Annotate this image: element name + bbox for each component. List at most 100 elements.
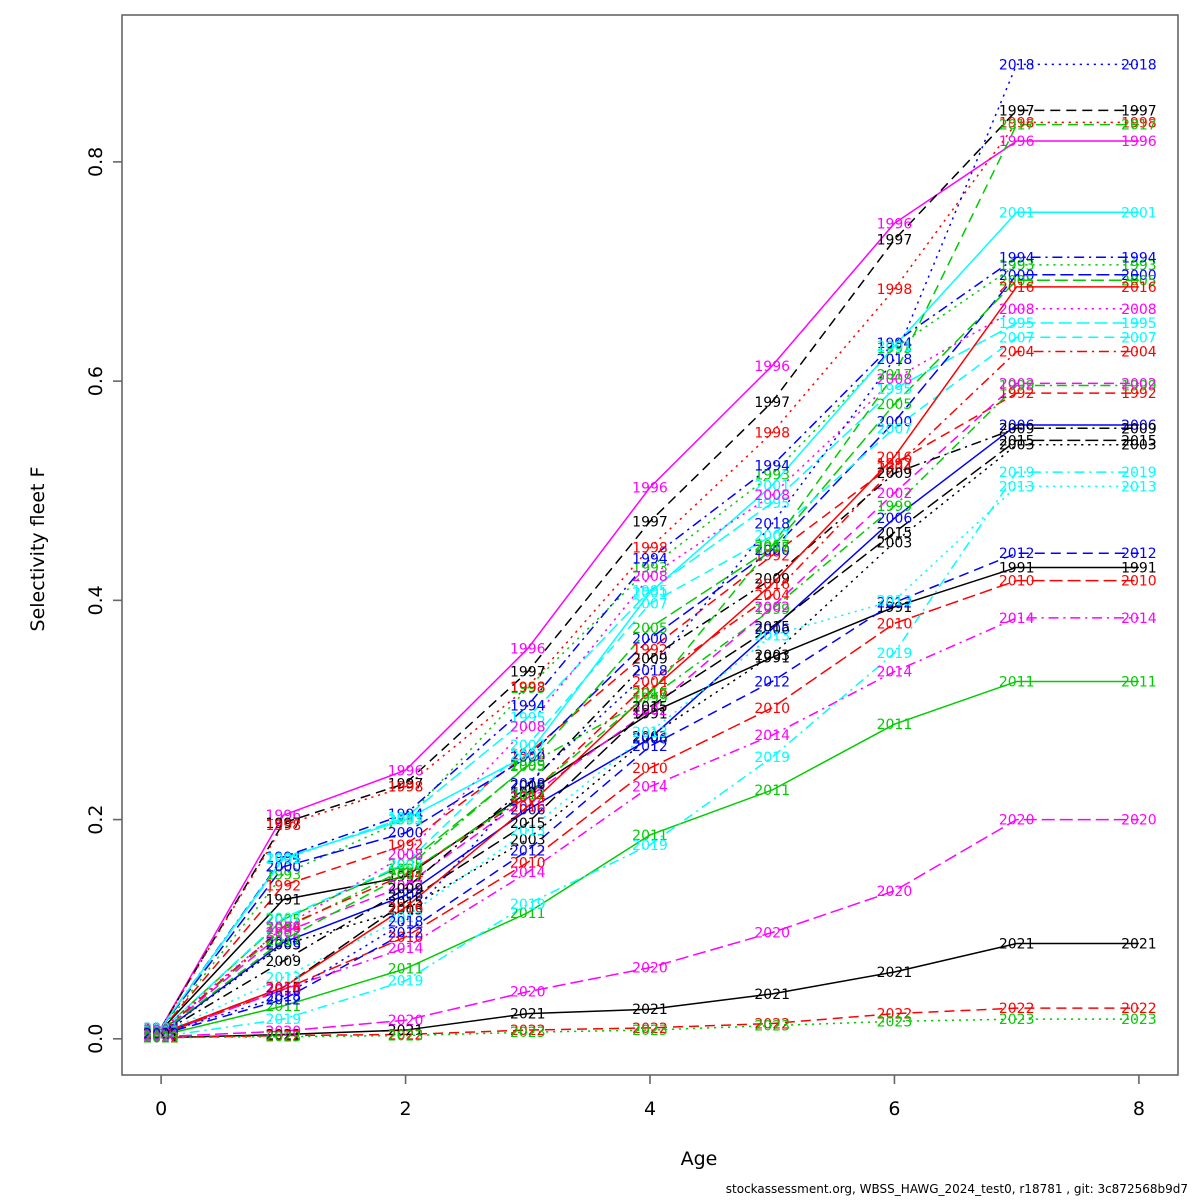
point-label-1996-age7: 1996: [999, 134, 1035, 150]
point-label-2007-age3: 2007: [510, 738, 546, 754]
point-label-2015-age1: 2015: [266, 980, 302, 996]
point-label-2005-age2: 2005: [388, 858, 424, 874]
point-label-2003-age7: 2003: [999, 438, 1035, 454]
point-label-2014-age2: 2014: [388, 941, 424, 957]
point-label-2011-age8: 2011: [1121, 674, 1157, 690]
point-label-2016-age8: 2016: [1121, 280, 1157, 296]
point-label-1995-age0: 1995: [143, 1021, 179, 1037]
point-label-1993-age0: 1993: [143, 1023, 179, 1039]
point-label-2001-age3: 2001: [510, 748, 546, 764]
point-label-2007-age0: 2007: [143, 1024, 179, 1040]
point-label-2012-age4: 2012: [632, 739, 668, 755]
point-label-2017-age6: 2017: [877, 368, 913, 384]
point-label-2016-age1: 2016: [266, 980, 302, 996]
series-line-2020: [161, 818, 1139, 1038]
point-label-2012-age6: 2012: [877, 596, 913, 612]
point-label-2012-age7: 2012: [999, 546, 1035, 562]
point-label-2003-age3: 2003: [510, 832, 546, 848]
point-label-1994-age2: 1994: [388, 807, 424, 823]
point-label-2000-age7: 2000: [999, 268, 1035, 284]
point-label-2005-age7: 2005: [999, 273, 1035, 289]
point-label-2009-age5: 2009: [754, 571, 790, 587]
point-label-1996-age4: 1996: [632, 480, 668, 496]
point-label-2010-age6: 2010: [877, 616, 913, 632]
point-label-2019-age2: 2019: [388, 974, 424, 990]
point-label-1998-age8: 1998: [1121, 115, 1157, 131]
point-label-2021-age2: 2021: [388, 1023, 424, 1039]
y-tick-label: 0.0: [85, 1024, 107, 1054]
point-label-1995-age1: 1995: [266, 852, 302, 868]
point-label-2001-age2: 2001: [388, 813, 424, 829]
point-label-1994-age1: 1994: [266, 850, 302, 866]
point-label-2009-age7: 2009: [999, 421, 1035, 437]
point-label-2008-age4: 2008: [632, 569, 668, 585]
point-label-2005-age6: 2005: [877, 397, 913, 413]
x-axis-title: Age: [0, 1148, 1200, 1170]
series-line-1998: [160, 121, 1139, 1029]
point-label-2004-age8: 2004: [1121, 345, 1157, 361]
point-label-2007-age6: 2007: [877, 421, 913, 437]
series-line-2011: [160, 680, 1139, 1037]
point-label-1999-age0: 1999: [143, 1025, 179, 1041]
x-tick-label: 0: [155, 1098, 167, 1120]
point-label-2022-age3: 2022: [510, 1023, 546, 1039]
point-label-2001-age0: 2001: [143, 1021, 179, 1037]
point-label-2021-age4: 2021: [632, 1002, 668, 1018]
point-label-1995-age5: 1995: [754, 496, 790, 512]
point-label-2001-age6: 2001: [877, 339, 913, 355]
point-label-1994-age8: 1994: [1121, 250, 1157, 266]
point-label-2017-age3: 2017: [510, 787, 546, 803]
series-line-1996: [160, 140, 1139, 1029]
point-label-2022-age0: 2022: [143, 1031, 179, 1047]
point-label-1998-age6: 1998: [877, 282, 913, 298]
point-label-2010-age2: 2010: [388, 930, 424, 946]
point-label-2003-age1: 2003: [266, 938, 302, 954]
point-label-1995-age6: 1995: [877, 382, 913, 398]
point-label-2011-age1: 2011: [266, 999, 302, 1015]
point-label-2005-age0: 2005: [143, 1024, 179, 1040]
point-label-2007-age4: 2007: [632, 597, 668, 613]
point-label-2018-age6: 2018: [877, 352, 913, 368]
point-label-2011-age7: 2011: [999, 674, 1035, 690]
point-label-1997-age1: 1997: [266, 816, 302, 832]
point-label-1999-age6: 1999: [877, 499, 913, 515]
point-label-1995-age7: 1995: [999, 316, 1035, 332]
point-label-1996-age2: 1996: [388, 763, 424, 779]
point-label-2003-age5: 2003: [754, 648, 790, 664]
point-label-1995-age2: 1995: [388, 810, 424, 826]
point-label-2013-age6: 2013: [877, 593, 913, 609]
point-label-2016-age3: 2016: [510, 799, 546, 815]
point-label-2013-age4: 2013: [632, 725, 668, 741]
point-label-1993-age4: 1993: [632, 560, 668, 576]
point-label-2005-age1: 2005: [266, 912, 302, 928]
y-tick-label: 0.6: [85, 366, 107, 396]
point-label-2013-age2: 2013: [388, 910, 424, 926]
x-axis-title-text: Age: [680, 1148, 718, 1170]
point-label-2006-age8: 2006: [1121, 418, 1157, 434]
point-label-2000-age6: 2000: [877, 415, 913, 431]
point-label-1993-age5: 1993: [754, 467, 790, 483]
series-line-1991: [160, 566, 1139, 1031]
point-label-2006-age1: 2006: [266, 935, 302, 951]
point-label-1995-age3: 1995: [510, 711, 546, 727]
point-label-2011-age0: 2011: [143, 1029, 179, 1045]
point-label-1995-age4: 1995: [632, 583, 668, 599]
x-tick-label: 2: [400, 1098, 412, 1120]
point-label-2008-age8: 2008: [1121, 302, 1157, 318]
point-label-2017-age8: 2017: [1121, 118, 1157, 134]
y-tick-label: 0.2: [85, 804, 107, 834]
point-label-2006-age2: 2006: [388, 888, 424, 904]
point-label-2014-age0: 2014: [143, 1027, 179, 1043]
point-label-1996-age3: 1996: [510, 642, 546, 658]
point-label-2006-age4: 2006: [632, 731, 668, 747]
series-line-1995: [160, 322, 1139, 1029]
point-label-2014-age5: 2014: [754, 728, 790, 744]
point-label-2003-age6: 2003: [877, 535, 913, 551]
point-label-2017-age5: 2017: [754, 539, 790, 555]
point-label-2020-age1: 2020: [266, 1024, 302, 1040]
point-label-2004-age3: 2004: [510, 790, 546, 806]
point-label-2013-age8: 2013: [1121, 479, 1157, 495]
point-label-1997-age3: 1997: [510, 665, 546, 681]
point-label-2013-age3: 2013: [510, 824, 546, 840]
point-label-1991-age5: 1991: [754, 650, 790, 666]
